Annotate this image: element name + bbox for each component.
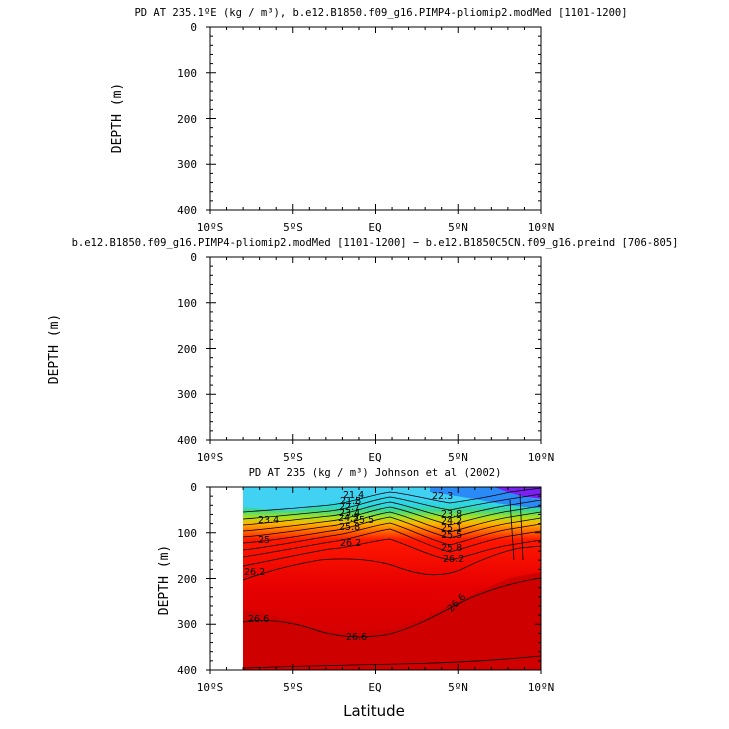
panel-1-ticks [206, 26, 542, 214]
panel-3-xlabel: Latitude [343, 702, 405, 720]
contour-line-12 [243, 655, 541, 669]
panel-2-ytick-0: 0 [190, 251, 197, 264]
contour-line-9 [243, 538, 541, 567]
panel-3-xtick-10n: 10ºN [528, 681, 555, 694]
panel-3-xtick-10s: 10ºS [197, 681, 224, 694]
panel-3-xlabels: 10ºS 5ºS EQ 5ºN 10ºN [197, 681, 555, 694]
panel-1-xtick-10n: 10ºN [528, 221, 555, 234]
panel-2-frame [209, 256, 542, 441]
contour-label-26-6-center: 26.6 [346, 632, 367, 643]
contour-label-26-2-east: 26.2 [443, 554, 464, 565]
panel-1-ylabel: DEPTH (m) [110, 83, 125, 153]
panel-2-ytick-300: 300 [177, 388, 197, 401]
contour-label-26-6-west: 26.6 [248, 614, 269, 625]
contour-label-23-8: 23.8 [441, 509, 462, 520]
contour-line-13 [509, 499, 515, 561]
panel-1-ytick-400: 400 [177, 204, 197, 217]
panel-2-ytick-100: 100 [177, 297, 197, 310]
contour-labels: 23.4 25 26.2 26.6 26.6 26.2 21.4 21.8 22… [244, 490, 468, 643]
panel-1-title: PD AT 235.1ºE (kg / m³), b.e12.B1850.f09… [134, 7, 627, 19]
panel-1-ytick-0: 0 [190, 21, 197, 34]
contour-line-7 [243, 522, 541, 551]
contour-label-26-2-center: 26.2 [340, 538, 361, 549]
contour-label-23-4-west: 23.4 [258, 515, 279, 526]
panel-2-ytick-400: 400 [177, 434, 197, 447]
panel-3-xtick-eq: EQ [368, 681, 381, 694]
panel-1-ytick-300: 300 [177, 158, 197, 171]
panel-2-xtick-10s: 10ºS [197, 451, 224, 464]
panel-2-xtick-10n: 10ºN [528, 451, 555, 464]
contour-label-24-2-center: 24.2 [338, 513, 359, 524]
panel-1-ylabels: 0 100 200 300 400 [177, 21, 197, 217]
contour-label-24-2-east: 24.2 [441, 516, 462, 527]
panel-3-ytick-300: 300 [177, 618, 197, 631]
panel-1-ytick-100: 100 [177, 67, 197, 80]
contour-label-25-5-center: 25.5 [353, 515, 374, 526]
contour-label-25-west: 25 [258, 535, 270, 546]
contour-label-21-8: 21.8 [340, 496, 361, 507]
panel-1: PD AT 235.1ºE (kg / m³), b.e12.B1850.f09… [110, 7, 628, 234]
panel-3-ytick-0: 0 [190, 481, 197, 494]
panel-2-xtick-5s: 5ºS [283, 451, 303, 464]
contour-line-3 [243, 499, 541, 526]
panel-2: b.e12.B1850.f09_g16.PIMP4-pliomip2.modMe… [47, 237, 678, 464]
panel-2-ylabels: 0 100 200 300 400 [177, 251, 197, 447]
panel-1-xlabels: 10ºS 5ºS EQ 5ºN 10ºN [197, 221, 555, 234]
contour-line-5 [243, 511, 541, 538]
contour-line-2 [243, 493, 541, 520]
panel-1-ytick-200: 200 [177, 113, 197, 126]
contour-line-11 [243, 577, 541, 638]
panel-1-frame [209, 26, 542, 211]
contour-label-22-7: 22.7 [339, 502, 360, 513]
density-band-deep [243, 572, 541, 670]
contour-line-8 [243, 528, 541, 558]
panel-3-xtick-5n: 5ºN [448, 681, 468, 694]
panel-2-xtick-5n: 5ºN [448, 451, 468, 464]
panel-3-ticks [206, 486, 542, 674]
panel-2-xlabels: 10ºS 5ºS EQ 5ºN 10ºN [197, 451, 555, 464]
contour-line-10 [243, 545, 541, 581]
contour-label-25-8-center: 25.8 [339, 522, 360, 533]
panel-2-ylabel: DEPTH (m) [47, 314, 62, 384]
contour-line-4 [243, 505, 541, 532]
panel-2-ytick-200: 200 [177, 343, 197, 356]
panel-3-ytick-400: 400 [177, 664, 197, 677]
panel-3-xtick-5s: 5ºS [283, 681, 303, 694]
contour-label-25-1-east: 25.1 [441, 523, 462, 534]
contour-label-21-4: 21.4 [343, 490, 364, 501]
panel-3-ytick-100: 100 [177, 527, 197, 540]
panel-3: PD AT 235 (kg / m³) Johnson et al (2002)… [157, 467, 554, 720]
panel-3-ylabels: 0 100 200 300 400 [177, 481, 197, 677]
panel-2-ticks [206, 256, 542, 444]
panel-1-xtick-5n: 5ºN [448, 221, 468, 234]
contour-line-14 [519, 493, 524, 561]
panel-3-ytick-200: 200 [177, 573, 197, 586]
panel-3-title: PD AT 235 (kg / m³) Johnson et al (2002) [249, 467, 502, 479]
contour-label-23-4-center: 23.4 [339, 508, 360, 519]
panel-1-xtick-eq: EQ [368, 221, 381, 234]
contour-line-6 [243, 516, 541, 544]
contour-label-26-2-west: 26.2 [244, 567, 265, 578]
panel-2-title: b.e12.B1850.f09_g16.PIMP4-pliomip2.modMe… [72, 237, 679, 249]
panel-2-xtick-eq: EQ [368, 451, 381, 464]
panel-1-xtick-5s: 5ºS [283, 221, 303, 234]
panel-1-xtick-10s: 10ºS [197, 221, 224, 234]
panel-3-field [243, 487, 541, 670]
contour-label-25-8-east: 25.8 [441, 543, 462, 554]
contour-lines [243, 487, 541, 669]
contour-label-22-3: 22.3 [432, 491, 453, 502]
panel-3-ylabel: DEPTH (m) [157, 545, 172, 615]
contour-label-25-5-east: 25.5 [441, 530, 462, 541]
contour-line-1 [243, 487, 541, 513]
